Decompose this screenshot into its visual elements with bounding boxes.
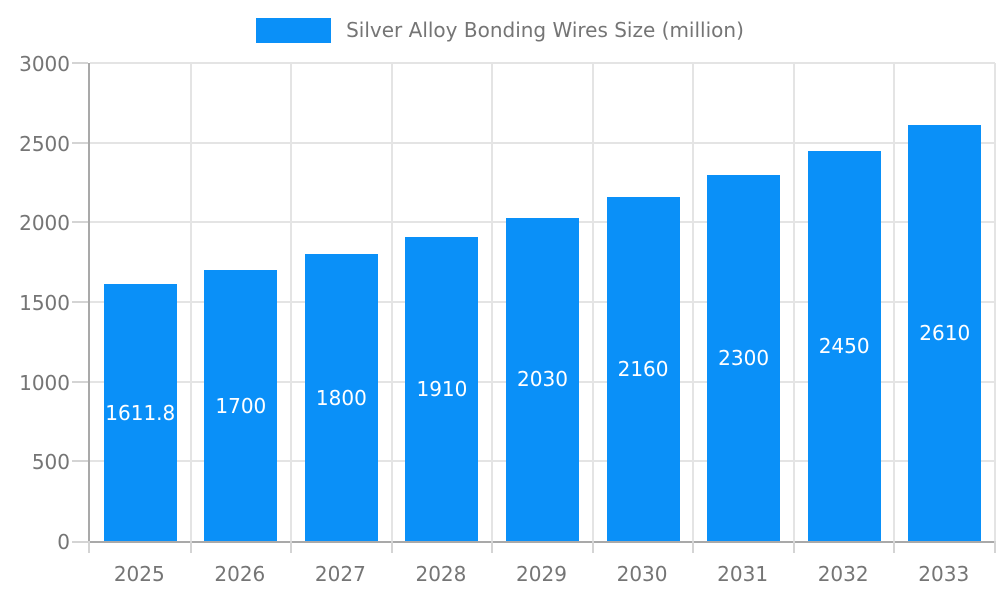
x-axis-tick [88,541,90,553]
bar-value-label: 2030 [517,367,568,392]
bar[interactable]: 1800 [304,254,378,541]
x-axis-tick [189,541,192,553]
legend-item[interactable]: Silver Alloy Bonding Wires Size (million… [0,17,1000,43]
x-axis-tick-label: 2025 [113,562,165,586]
x-axis-tick [893,541,896,553]
v-gridline [390,63,393,541]
x-axis-tick [692,541,695,553]
x-axis-tick-label: 2033 [918,562,970,586]
bar-value-label: 1910 [416,376,468,401]
y-axis-tick-label: 0 [57,530,70,554]
y-axis-tick [72,141,88,144]
x-axis-tick-label: 2030 [616,562,668,586]
v-gridline [994,63,996,541]
y-axis-tick [72,301,88,303]
v-gridline [692,63,695,541]
y-axis-tick-label: 2000 [19,211,70,236]
h-gridline [90,62,995,64]
x-axis-tick [792,541,795,553]
v-gridline [491,63,494,541]
v-gridline [893,63,896,541]
x-axis-tick-label: 2027 [314,562,366,586]
x-axis-tick [390,541,393,553]
x-axis-tick-label: 2028 [415,562,467,586]
bar-value-label: 1611.8 [105,400,176,425]
x-axis-tick-label: 2026 [214,562,266,586]
y-axis-tick-label: 3000 [19,52,70,76]
x-axis-tick-label: 2029 [516,562,567,586]
legend-label: Silver Alloy Bonding Wires Size (million… [346,18,744,42]
v-gridline [591,63,594,541]
x-axis-tick [491,541,494,553]
bar-value-label: 2300 [718,345,770,370]
bar[interactable]: 2300 [707,174,781,541]
v-gridline [189,63,192,541]
v-gridline [290,63,293,541]
bar-value-label: 2450 [818,333,870,358]
bar[interactable]: 2610 [908,125,982,541]
bar[interactable]: 2450 [807,150,881,541]
h-gridline [90,141,995,144]
bar[interactable]: 1910 [405,236,479,541]
bar[interactable]: 1700 [204,270,278,541]
bar[interactable]: 1611.8 [103,284,177,541]
x-axis-tick-label: 2032 [817,562,869,586]
bar-value-label: 2610 [919,321,971,346]
y-axis-tick-label: 2500 [19,131,70,156]
bar-value-label: 1800 [315,385,367,410]
bar[interactable]: 2030 [506,217,579,541]
x-axis-tick [290,541,293,553]
y-axis-tick-label: 500 [31,450,70,475]
y-axis-tick [72,62,88,64]
bar[interactable]: 2160 [606,196,680,541]
x-axis-tick-label: 2031 [717,562,769,586]
y-axis-tick [72,541,88,543]
y-axis-tick-label: 1000 [19,370,70,395]
bar-value-label: 2160 [617,356,669,381]
legend-swatch-icon [256,17,332,43]
y-axis-tick [72,221,88,224]
bar-value-label: 1700 [215,393,267,418]
v-gridline [792,63,795,541]
x-axis-tick [591,541,594,553]
plot-area: 1611.8 1700 1800 1910 2030 2160 2300 2450 2610 [72,62,996,553]
x-axis-tick [994,541,996,553]
y-axis-tick [72,460,88,463]
y-axis-tick-label: 1500 [19,291,70,315]
y-axis-tick [72,380,88,383]
